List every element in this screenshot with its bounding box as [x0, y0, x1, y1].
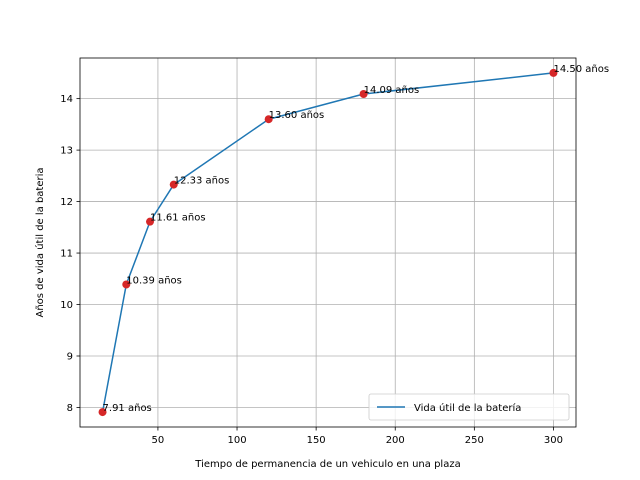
- x-tick-label: 200: [386, 435, 405, 446]
- y-tick-label: 11: [60, 249, 73, 260]
- data-point-label: 12.33 años: [174, 176, 230, 187]
- legend: Vida útil de la batería: [368, 393, 570, 421]
- y-tick-label: 12: [60, 197, 73, 208]
- x-tick-label: 250: [465, 435, 484, 446]
- y-tick-label: 10: [60, 300, 73, 311]
- data-label-layer: 7.91 años 10.39 años 11.61 años 12.33 años 1…: [103, 64, 610, 414]
- x-tick-label: 100: [227, 435, 246, 446]
- y-axis-label: Años de vida útil de la bateria: [34, 167, 46, 317]
- plot-area: [80, 58, 576, 427]
- x-tick-label: 50: [152, 435, 165, 446]
- data-point: [98, 408, 107, 417]
- data-point-label: 14.50 años: [553, 64, 609, 75]
- y-tick-label: 13: [60, 146, 73, 157]
- data-point: [169, 180, 178, 189]
- x-tick-label: 150: [307, 435, 326, 446]
- data-point: [122, 280, 131, 289]
- data-point: [359, 90, 368, 99]
- grid-lines: [80, 58, 576, 427]
- legend-box: [368, 393, 570, 421]
- x-axis-ticks: 50 100 150 200 250 300: [152, 427, 563, 446]
- x-tick-label: 300: [544, 435, 563, 446]
- data-point: [549, 68, 558, 77]
- data-point-label: 7.91 años: [103, 403, 152, 414]
- legend-entry-vida-util: Vida útil de la batería: [414, 402, 521, 414]
- data-point: [146, 217, 155, 226]
- data-point-label: 13.60 años: [269, 110, 325, 121]
- marker-layer: [98, 68, 558, 417]
- y-axis-ticks: 8 9 10 11 12 13 14: [60, 94, 80, 414]
- y-tick-label: 8: [67, 403, 73, 414]
- x-axis-label: Tiempo de permanencia de un vehiculo en …: [194, 459, 460, 470]
- data-point-label: 11.61 años: [150, 213, 206, 224]
- plot-frame: [79, 57, 577, 428]
- y-tick-label: 14: [60, 94, 73, 105]
- data-point: [264, 115, 273, 124]
- data-point-label: 14.09 años: [364, 85, 420, 96]
- data-point-label: 10.39 años: [126, 275, 182, 286]
- y-tick-label: 9: [67, 351, 73, 362]
